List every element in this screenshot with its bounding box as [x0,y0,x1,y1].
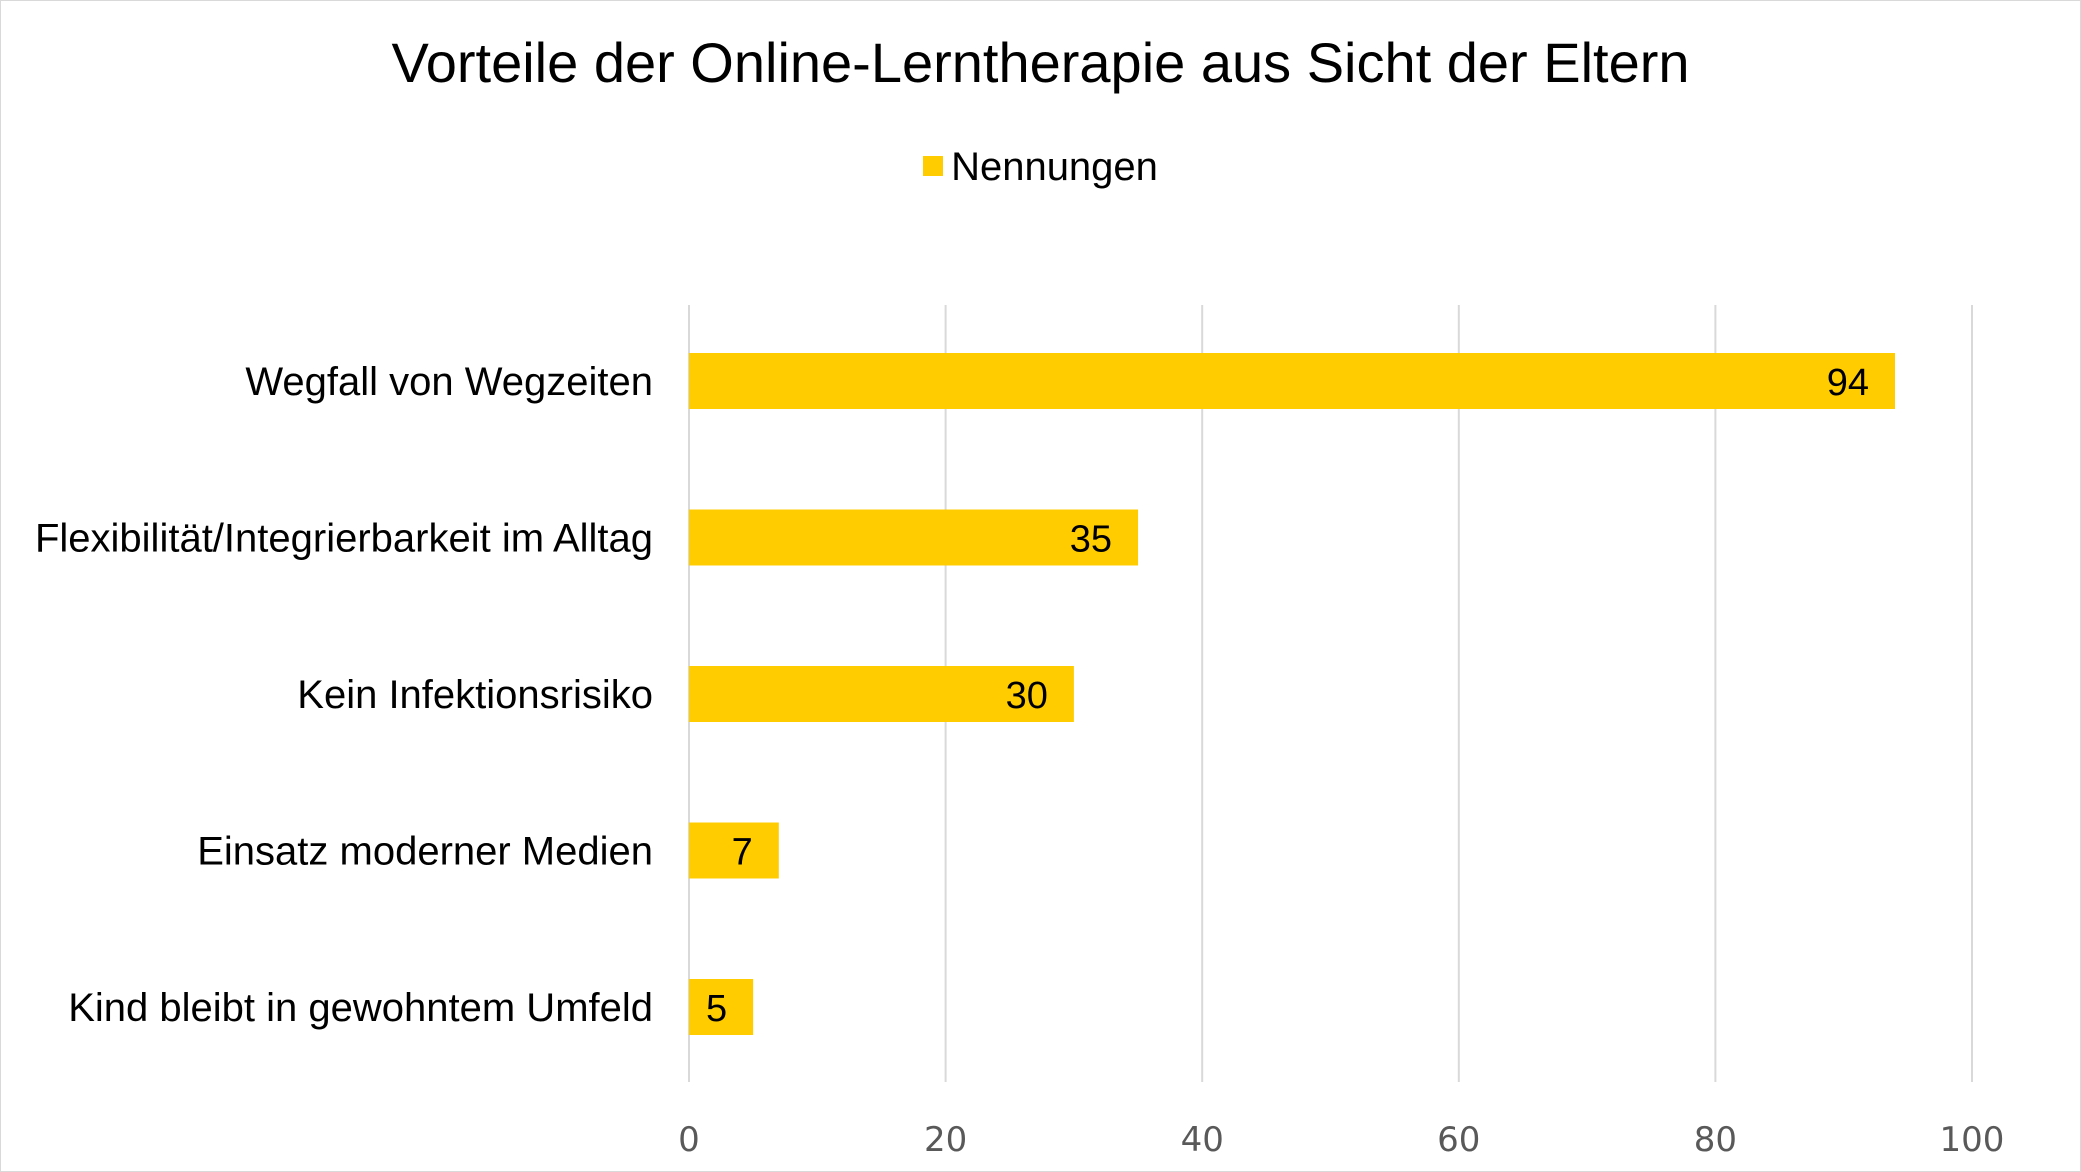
x-axis-tick-labels: 0 20 40 60 80 100 [678,1120,2004,1160]
data-label-3: 7 [732,832,753,874]
bar-3 [689,822,779,879]
legend: Nennungen [0,145,2081,190]
bar-4 [689,979,754,1035]
x-tick-label-60: 60 [1437,1120,1480,1160]
bars [689,353,1896,1035]
x-tick-label-0: 0 [678,1120,700,1160]
category-labels: Wegfall von Wegzeiten Flexibilität/Integr… [35,360,653,1030]
legend-swatch [923,156,944,177]
bar-1 [689,509,1139,566]
legend-label: Nennungen [951,145,1158,189]
data-label-2: 30 [1006,675,1048,717]
bar-0 [689,353,1896,409]
category-label-2: Kein Infektionsrisiko [297,673,653,717]
category-label-0: Wegfall von Wegzeiten [245,360,653,404]
x-tick-label-80: 80 [1694,1120,1737,1160]
x-tick-label-40: 40 [1181,1120,1224,1160]
data-label-1: 35 [1070,519,1112,561]
bar-2 [689,666,1074,722]
data-label-0: 94 [1827,362,1869,404]
category-label-4: Kind bleibt in gewohntem Umfeld [68,986,653,1030]
category-label-3: Einsatz moderner Medien [197,830,653,874]
x-tick-label-100: 100 [1940,1120,2005,1160]
data-label-4: 5 [706,988,727,1030]
x-tick-label-20: 20 [924,1120,967,1160]
category-label-1: Flexibilität/Integrierbarkeit im Alltag [35,517,653,561]
chart-title: Vorteile der Online-Lerntherapie aus Sic… [391,31,1690,94]
data-labels: 94 35 30 7 5 [706,362,1869,1030]
